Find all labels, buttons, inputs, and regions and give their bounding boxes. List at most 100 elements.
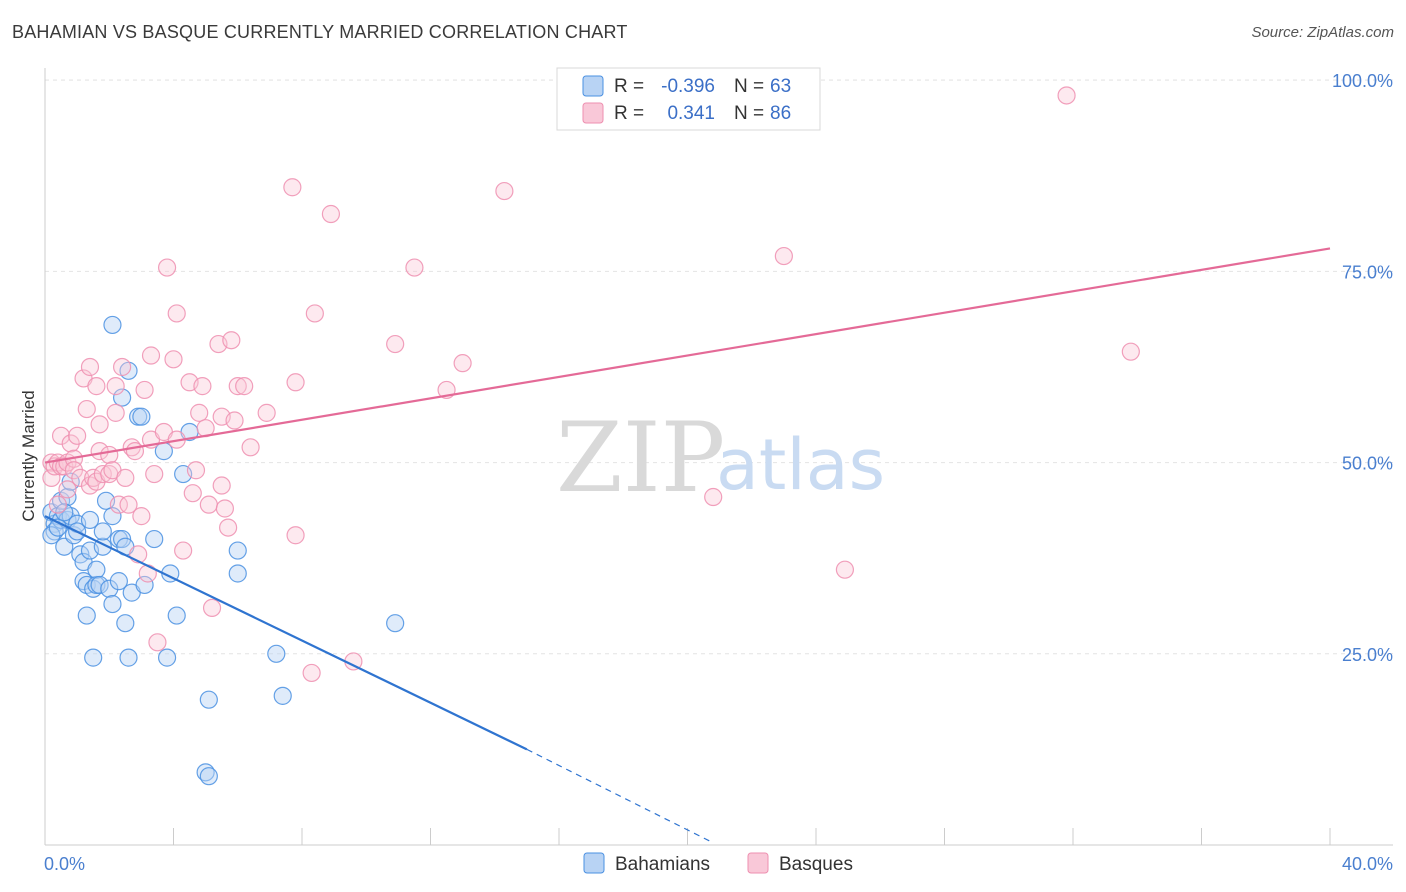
basque-point <box>90 415 109 434</box>
basque-point <box>77 399 96 419</box>
x-tick-label-max: 40.0% <box>1342 854 1393 874</box>
basque-point <box>286 526 305 545</box>
bahamian-point <box>132 407 151 426</box>
basque-point <box>125 442 145 461</box>
axes: 0.0% 40.0% <box>44 68 1393 874</box>
basque-point <box>167 304 186 323</box>
bahamian-point <box>386 614 405 633</box>
series-legend-basques: Basques <box>779 854 853 875</box>
basque-point <box>495 181 514 201</box>
basque-point <box>68 426 87 445</box>
bahamian-point <box>199 690 218 709</box>
basque-point <box>132 507 151 526</box>
bahamian-point <box>87 560 106 579</box>
basque-point <box>157 258 177 277</box>
bahamian-trend-extension <box>526 748 711 842</box>
bahamian-point <box>109 572 128 591</box>
basque-point <box>228 377 247 396</box>
basque-point <box>286 373 305 392</box>
basque-point <box>212 476 231 495</box>
bahamian-point <box>77 606 96 625</box>
basque-point <box>148 633 167 652</box>
basque-point <box>199 495 218 514</box>
legend-n-label-1: N = <box>734 76 764 97</box>
legend-n-label-2: N = <box>734 103 764 124</box>
bahamian-point <box>267 644 286 663</box>
basque-point <box>141 346 161 365</box>
basque-point <box>174 541 193 560</box>
chart-title: BAHAMIAN VS BASQUE CURRENTLY MARRIED COR… <box>12 22 628 42</box>
basque-point <box>321 204 341 224</box>
series-legend-swatch-bahamians <box>583 852 605 874</box>
bahamian-point <box>84 648 103 667</box>
basque-point <box>283 178 302 197</box>
basque-point <box>219 518 238 537</box>
basque-point <box>119 495 138 514</box>
bahamian-point <box>228 564 247 583</box>
basque-point <box>51 426 71 445</box>
bahamian-point <box>103 507 122 526</box>
basque-point <box>183 484 202 503</box>
series-legend-bahamians: Bahamians <box>615 854 710 875</box>
bahamian-point <box>273 686 292 705</box>
y-tick-label: 100.0% <box>1332 71 1393 91</box>
bahamian-point <box>167 606 186 625</box>
bahamian-point <box>145 529 164 549</box>
basque-point <box>774 246 793 266</box>
legend-swatch-basques <box>582 102 604 124</box>
bahamian-point <box>58 487 77 507</box>
stats-legend: R = -0.396 N = 63 R = 0.341 N = 86 <box>556 67 821 131</box>
watermark: ZIP atlas <box>556 402 885 514</box>
basque-point <box>58 480 77 499</box>
basque-point <box>1057 86 1076 105</box>
bahamian-point <box>112 388 132 407</box>
legend-swatch-bahamians <box>582 75 604 97</box>
basque-point <box>257 403 276 422</box>
legend-r-value-1: -0.396 <box>661 76 715 97</box>
bahamian-point <box>103 315 122 335</box>
legend-r-label-1: R = <box>614 76 644 97</box>
basque-point <box>106 403 125 422</box>
legend-n-value-2: 86 <box>770 103 791 124</box>
bahamian-point <box>90 575 109 595</box>
basque-point <box>87 377 106 396</box>
grid: 25.0% 50.0% 75.0% 100.0% <box>45 71 1393 665</box>
bahamian-point <box>103 594 122 614</box>
basque-point <box>106 377 125 396</box>
watermark-zip: ZIP <box>556 402 725 514</box>
basque-point <box>305 304 324 323</box>
bahamian-point <box>93 522 112 541</box>
series-legend-swatch-basques <box>747 852 769 874</box>
basque-point <box>116 468 135 487</box>
bahamian-point <box>157 648 177 667</box>
bahamian-point <box>228 541 247 560</box>
basque-point <box>193 377 212 396</box>
basque-point <box>225 411 244 430</box>
bahamian-point <box>100 579 119 598</box>
basque-point <box>112 357 132 377</box>
bahamian-point <box>135 575 154 595</box>
bahamian-point <box>116 614 135 633</box>
basque-point <box>135 380 154 400</box>
y-axis-label: Currently Married <box>19 390 38 521</box>
basque-point <box>386 334 405 354</box>
basque-point <box>241 438 260 457</box>
x-tick-label-min: 0.0% <box>44 854 85 874</box>
legend-r-label-2: R = <box>614 103 644 124</box>
basque-point <box>164 350 183 369</box>
series-legend: Bahamians Basques <box>583 852 853 875</box>
trend-lines <box>44 247 1331 842</box>
basque-trend-line <box>44 247 1331 464</box>
bahamian-point <box>119 648 138 667</box>
basque-point <box>302 663 321 683</box>
watermark-atlas: atlas <box>716 424 885 506</box>
basque-point <box>235 377 254 396</box>
basque-point <box>1121 342 1140 361</box>
basque-point <box>202 598 222 618</box>
y-tick-label: 50.0% <box>1342 454 1393 474</box>
y-tick-label: 75.0% <box>1342 262 1393 282</box>
basque-point <box>80 357 100 377</box>
legend-n-value-1: 63 <box>770 76 791 97</box>
data-points <box>42 86 1140 786</box>
